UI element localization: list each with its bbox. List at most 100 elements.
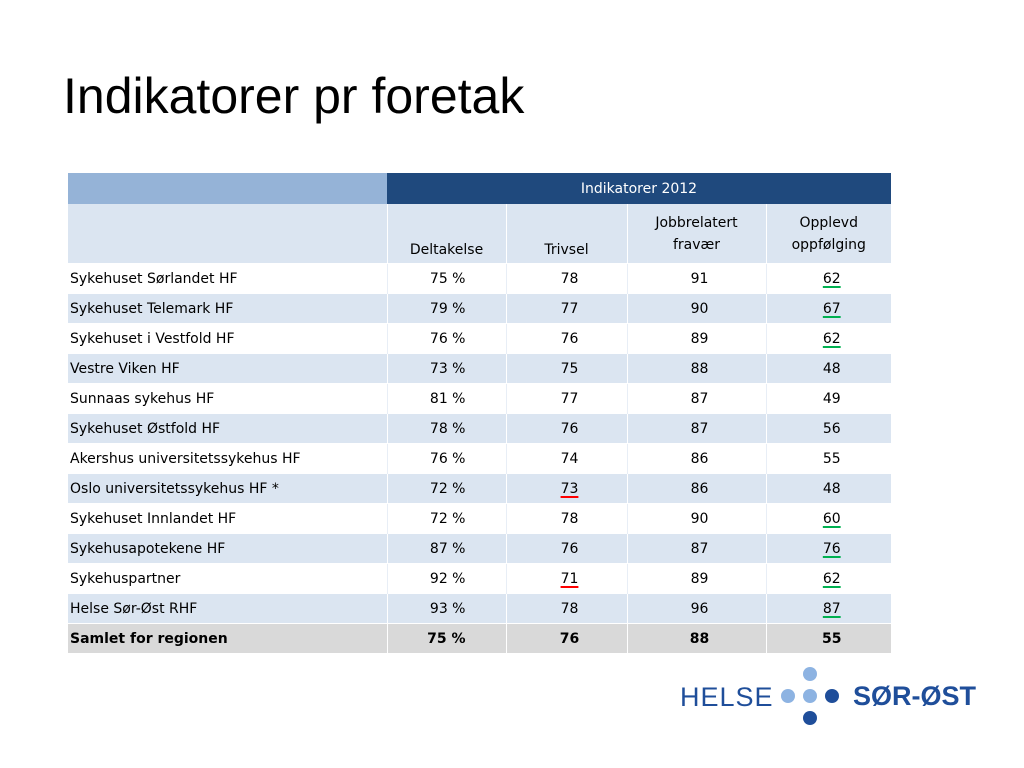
cell-name-value: Sykehusapotekene HF — [70, 540, 226, 557]
cell-trivsel-value: 73 — [560, 480, 579, 497]
indicators-table: Indikatorer 2012 Deltakelse Trivsel Jobb… — [68, 173, 891, 653]
header-blank-cell — [68, 173, 387, 204]
cell-oppfolging: 62 — [765, 563, 891, 594]
cell-oppfolging-value: 76 — [822, 540, 841, 557]
cell-trivsel-value: 74 — [560, 450, 579, 467]
cell-oppfolging: 56 — [765, 413, 891, 444]
column-header-label-line1: Opplevd — [799, 214, 858, 231]
cell-oppfolging-value: 48 — [822, 360, 841, 377]
total-deltakelse-value: 75 % — [427, 630, 466, 647]
cell-fravaer: 96 — [626, 593, 766, 624]
cell-trivsel-value: 78 — [560, 270, 579, 287]
cell-trivsel-value: 76 — [560, 420, 579, 437]
total-oppfolging: 55 — [765, 623, 891, 653]
cell-trivsel-value: 77 — [560, 300, 579, 317]
cell-deltakelse: 76 % — [386, 323, 506, 354]
cell-deltakelse: 73 % — [386, 353, 506, 384]
column-header-label: Trivsel — [544, 242, 589, 258]
cell-name: Sykehuset Sørlandet HF — [68, 263, 387, 294]
cell-fravaer-value: 89 — [690, 330, 709, 347]
table-row: Sunnaas sykehus HF 81 % 77 87 49 — [68, 383, 891, 414]
cell-oppfolging-value: 62 — [822, 330, 841, 347]
column-header-oppfolging: Opplevd oppfølging — [765, 204, 891, 264]
cell-fravaer-value: 89 — [690, 570, 709, 587]
cell-name: Helse Sør-Øst RHF — [68, 593, 387, 624]
total-trivsel-value: 76 — [559, 630, 580, 647]
cell-fravaer: 87 — [626, 413, 766, 444]
cell-deltakelse-value: 92 % — [429, 570, 466, 587]
cell-name-value: Sykehuset i Vestfold HF — [70, 330, 235, 347]
cell-fravaer-value: 88 — [690, 360, 709, 377]
cell-name-value: Sykehuspartner — [70, 570, 181, 587]
total-trivsel: 76 — [505, 623, 627, 653]
cell-name: Sykehusapotekene HF — [68, 533, 387, 564]
table-total-row: Samlet for regionen 75 % 76 88 55 — [68, 623, 891, 653]
cell-name-value: Sykehuset Østfold HF — [70, 420, 221, 437]
cell-trivsel: 74 — [505, 443, 627, 474]
cell-trivsel-value: 71 — [560, 570, 579, 587]
cell-fravaer-value: 86 — [690, 450, 709, 467]
cell-deltakelse: 79 % — [386, 293, 506, 324]
cell-trivsel: 78 — [505, 503, 627, 534]
cell-oppfolging: 49 — [765, 383, 891, 414]
cell-trivsel-value: 76 — [560, 330, 579, 347]
helse-sor-ost-logo: HELSE SØR-ØST — [680, 662, 980, 730]
cell-name: Sykehuset Innlandet HF — [68, 503, 387, 534]
cell-trivsel: 76 — [505, 413, 627, 444]
header-name-cell — [68, 204, 387, 264]
cell-oppfolging-value: 87 — [822, 600, 841, 617]
cell-deltakelse: 81 % — [386, 383, 506, 414]
cell-trivsel-value: 77 — [560, 390, 579, 407]
cell-name-value: Akershus universitetssykehus HF — [70, 450, 301, 467]
total-name-value: Samlet for regionen — [70, 630, 228, 647]
cell-fravaer-value: 91 — [690, 270, 709, 287]
cell-fravaer: 89 — [626, 563, 766, 594]
logo-dots-icon — [781, 667, 839, 725]
table-row: Sykehuset Østfold HF 78 % 76 87 56 — [68, 413, 891, 444]
cell-name: Sykehuset Telemark HF — [68, 293, 387, 324]
table-row: Vestre Viken HF 73 % 75 88 48 — [68, 353, 891, 384]
total-fravaer: 88 — [626, 623, 766, 653]
total-deltakelse: 75 % — [386, 623, 506, 653]
cell-deltakelse-value: 79 % — [429, 300, 466, 317]
cell-name: Sykehuset Østfold HF — [68, 413, 387, 444]
cell-trivsel: 78 — [505, 593, 627, 624]
table-row: Sykehuset Innlandet HF 72 % 78 90 60 — [68, 503, 891, 534]
cell-name: Sykehuset i Vestfold HF — [68, 323, 387, 354]
cell-fravaer: 90 — [626, 293, 766, 324]
column-header-trivsel: Trivsel — [505, 204, 627, 264]
total-fravaer-value: 88 — [689, 630, 710, 647]
cell-deltakelse-value: 78 % — [429, 420, 466, 437]
cell-trivsel: 78 — [505, 263, 627, 294]
cell-oppfolging: 60 — [765, 503, 891, 534]
cell-deltakelse: 87 % — [386, 533, 506, 564]
cell-trivsel: 73 — [505, 473, 627, 504]
cell-oppfolging: 62 — [765, 263, 891, 294]
group-header: Indikatorer 2012 — [387, 173, 891, 204]
column-header-label-line2: oppfølging — [791, 236, 866, 253]
table-column-header-row: Deltakelse Trivsel Jobbrelatert fravær O… — [68, 204, 891, 264]
cell-fravaer: 87 — [626, 383, 766, 414]
cell-fravaer-value: 87 — [690, 540, 709, 557]
cell-oppfolging-value: 62 — [822, 270, 841, 287]
cell-oppfolging-value: 56 — [822, 420, 841, 437]
cell-fravaer: 86 — [626, 443, 766, 474]
logo-text-sor-ost: SØR-ØST — [853, 681, 977, 711]
table-row: Sykehuspartner 92 % 71 89 62 — [68, 563, 891, 594]
cell-name: Akershus universitetssykehus HF — [68, 443, 387, 474]
cell-deltakelse: 92 % — [386, 563, 506, 594]
cell-deltakelse: 76 % — [386, 443, 506, 474]
cell-oppfolging-value: 62 — [822, 570, 841, 587]
cell-name-value: Sykehuset Innlandet HF — [70, 510, 237, 527]
cell-oppfolging: 55 — [765, 443, 891, 474]
cell-trivsel: 77 — [505, 293, 627, 324]
cell-fravaer: 86 — [626, 473, 766, 504]
cell-oppfolging-value: 55 — [822, 450, 841, 467]
page-title: Indikatorer pr foretak — [63, 68, 525, 124]
table-row: Sykehusapotekene HF 87 % 76 87 76 — [68, 533, 891, 564]
cell-oppfolging: 76 — [765, 533, 891, 564]
cell-deltakelse-value: 87 % — [429, 540, 466, 557]
cell-trivsel: 76 — [505, 323, 627, 354]
cell-oppfolging: 87 — [765, 593, 891, 624]
cell-deltakelse-value: 76 % — [429, 330, 466, 347]
